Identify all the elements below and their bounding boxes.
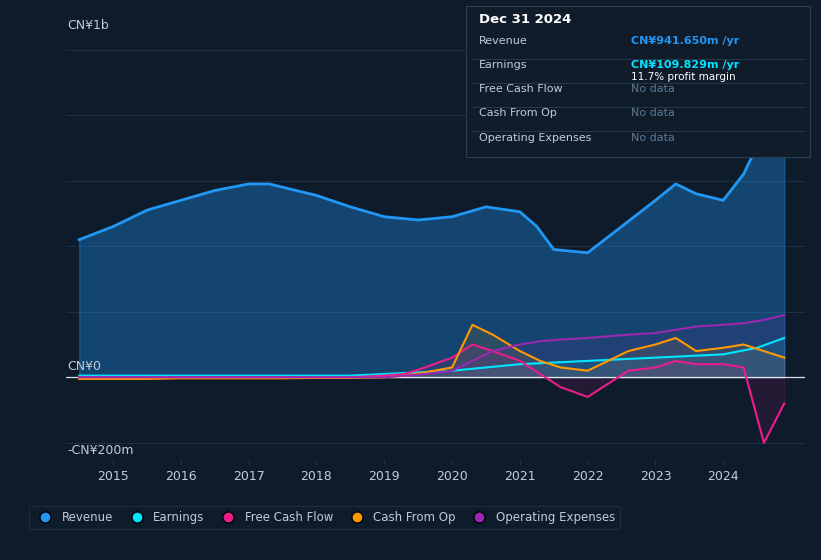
Text: Revenue: Revenue (479, 36, 528, 46)
Text: Free Cash Flow: Free Cash Flow (479, 84, 563, 94)
Text: No data: No data (631, 109, 675, 118)
Text: No data: No data (631, 133, 675, 143)
Text: No data: No data (631, 84, 675, 94)
Text: Cash From Op: Cash From Op (479, 109, 557, 118)
Text: Earnings: Earnings (479, 60, 528, 70)
Legend: Revenue, Earnings, Free Cash Flow, Cash From Op, Operating Expenses: Revenue, Earnings, Free Cash Flow, Cash … (29, 506, 620, 529)
Text: CN¥0: CN¥0 (67, 360, 101, 373)
Text: CN¥1b: CN¥1b (67, 19, 109, 32)
Text: Operating Expenses: Operating Expenses (479, 133, 592, 143)
Text: -CN¥200m: -CN¥200m (67, 444, 134, 457)
Text: CN¥109.829m /yr: CN¥109.829m /yr (631, 60, 739, 70)
Text: Dec 31 2024: Dec 31 2024 (479, 13, 571, 26)
Text: 11.7% profit margin: 11.7% profit margin (631, 72, 736, 82)
Text: CN¥941.650m /yr: CN¥941.650m /yr (631, 36, 739, 46)
